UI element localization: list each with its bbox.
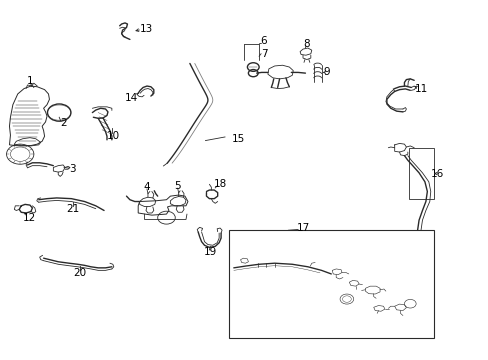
Text: 5: 5	[174, 181, 181, 192]
Text: 9: 9	[323, 67, 329, 77]
Text: 6: 6	[260, 36, 267, 46]
Text: 20: 20	[73, 268, 86, 278]
Text: 3: 3	[69, 164, 76, 174]
Text: 21: 21	[66, 204, 80, 214]
Text: 11: 11	[413, 84, 427, 94]
Text: 8: 8	[303, 40, 309, 49]
Bar	[408, 148, 433, 199]
Text: 4: 4	[143, 182, 150, 192]
Text: 16: 16	[430, 168, 443, 179]
Bar	[228, 230, 433, 338]
Text: 13: 13	[139, 24, 152, 35]
Text: 10: 10	[107, 131, 120, 141]
Text: 19: 19	[203, 247, 217, 257]
Text: 7: 7	[260, 49, 267, 59]
Text: 2: 2	[60, 118, 66, 128]
Text: 18: 18	[213, 179, 226, 189]
Text: 12: 12	[22, 213, 36, 222]
Text: 14: 14	[124, 93, 138, 103]
Text: 1: 1	[26, 76, 33, 86]
Text: 17: 17	[296, 224, 309, 233]
Text: 15: 15	[231, 134, 245, 144]
